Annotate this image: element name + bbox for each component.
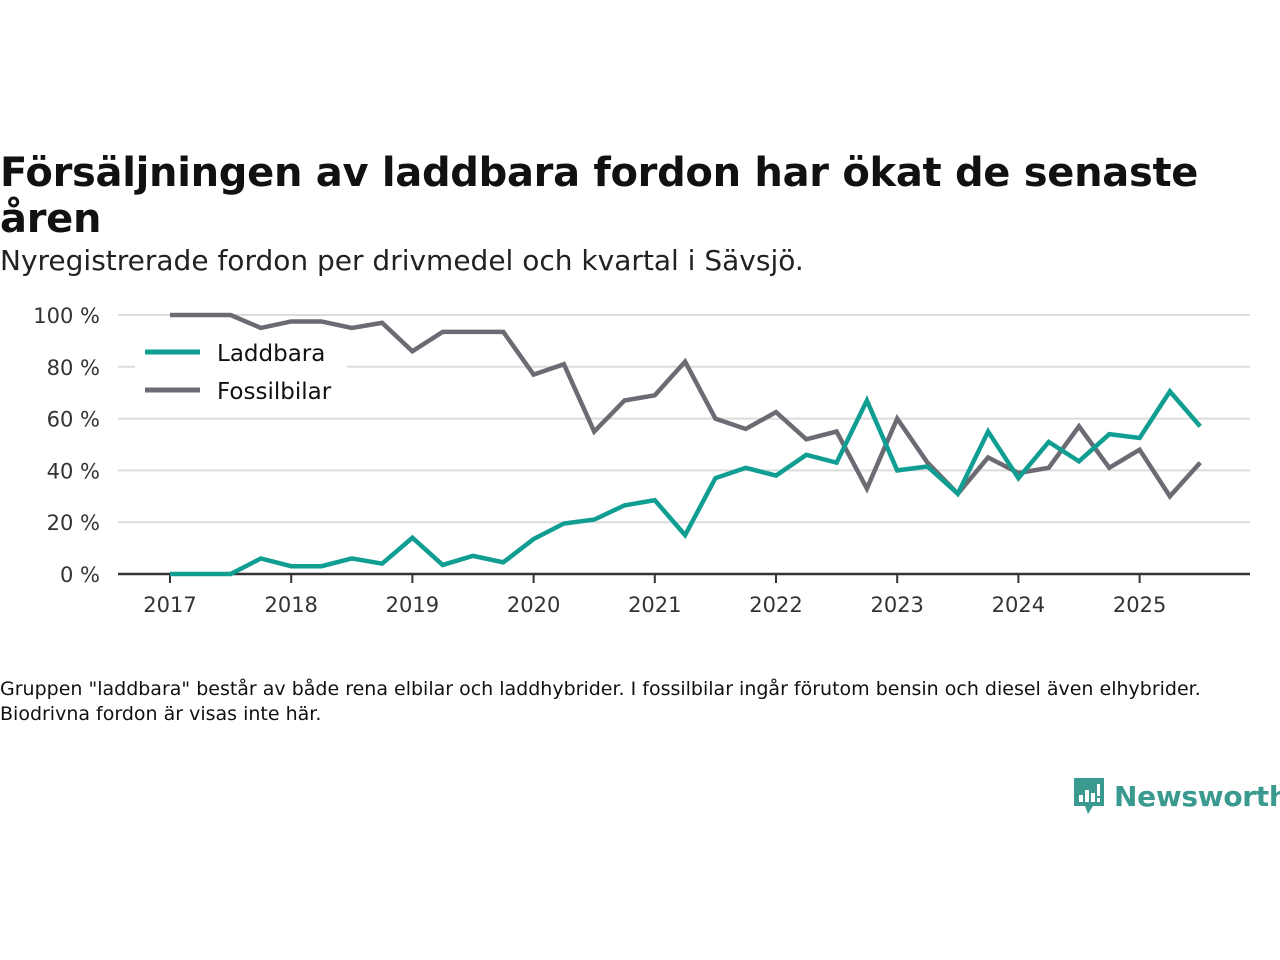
y-tick-label: 0 % — [60, 563, 100, 587]
legend-label-fossilbilar: Fossilbilar — [217, 379, 332, 405]
x-tick-label: 2025 — [1113, 593, 1166, 617]
legend-background — [135, 333, 347, 413]
logo-text: Newsworthy — [1114, 779, 1280, 813]
x-tick-label: 2018 — [264, 593, 317, 617]
bar-chart-speech-bubble-icon — [1074, 778, 1104, 814]
y-tick-label: 20 % — [47, 511, 100, 535]
y-axis-ticks: 0 % 20 % 40 % 60 % 80 % 100 % — [33, 304, 100, 587]
x-axis-ticks: 2017 2018 2019 2020 2021 2022 2023 2024 2025 — [143, 574, 1166, 617]
legend-label-laddbara: Laddbara — [217, 341, 325, 367]
x-tick-label: 2022 — [749, 593, 802, 617]
x-tick-label: 2017 — [143, 593, 196, 617]
x-tick-label: 2021 — [628, 593, 681, 617]
y-tick-label: 60 % — [47, 408, 100, 432]
series-lines — [169, 312, 1202, 577]
legend: Laddbara Fossilbilar — [135, 333, 347, 413]
newsworthy-logo: Newsworthy — [1072, 776, 1280, 816]
x-tick-label: 2020 — [507, 593, 560, 617]
x-tick-label: 2024 — [992, 593, 1045, 617]
chart-title: Försäljningen av laddbara fordon har öka… — [0, 150, 1199, 242]
line-chart: 0 % 20 % 40 % 60 % 80 % 100 % 2017 2018 2019 202… — [33, 304, 1250, 617]
y-tick-label: 40 % — [47, 459, 100, 483]
chart-subtitle: Nyregistrerade fordon per drivmedel och … — [0, 244, 804, 277]
x-tick-label: 2023 — [870, 593, 923, 617]
y-tick-label: 100 % — [33, 304, 100, 328]
y-tick-label: 80 % — [47, 356, 100, 380]
footnote: Gruppen "laddbara" består av både rena e… — [0, 678, 1201, 725]
x-tick-label: 2019 — [386, 593, 439, 617]
